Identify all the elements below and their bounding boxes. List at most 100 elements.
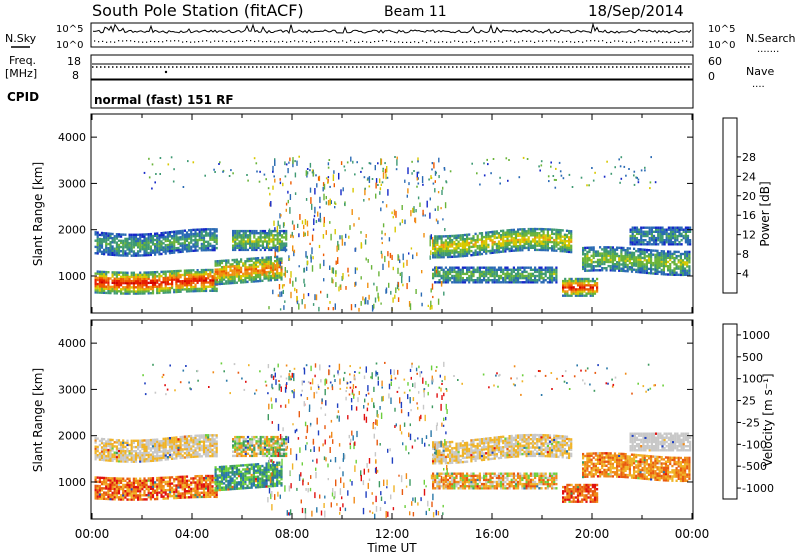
- data-cell: [126, 460, 129, 463]
- data-cell: [181, 250, 184, 253]
- data-cell: [665, 228, 668, 231]
- data-cell: [168, 492, 172, 496]
- data-cell: [673, 269, 676, 272]
- data-cell: [143, 483, 146, 487]
- data-cell: [109, 249, 112, 252]
- data-cell: [620, 259, 623, 262]
- data-cell: [151, 459, 155, 462]
- data-cell: [254, 261, 258, 264]
- data-cell: [276, 270, 279, 273]
- data-cell: [684, 252, 687, 256]
- data-cell: [485, 266, 488, 269]
- data-cell: [546, 266, 549, 269]
- data-cell: [662, 250, 665, 253]
- data-cell: [459, 250, 462, 254]
- data-cell: [269, 258, 272, 261]
- data-cell: [151, 283, 155, 286]
- data-cell: [633, 236, 636, 240]
- data-cell: [173, 494, 176, 498]
- data-cell: [512, 241, 515, 244]
- data-cell: [538, 234, 541, 237]
- data-cell: [483, 248, 486, 251]
- data-cell: [568, 248, 571, 251]
- data-cell: [98, 491, 101, 494]
- data-cell: [130, 237, 133, 241]
- data-cell: [656, 260, 659, 263]
- data-cell: [631, 232, 634, 236]
- data-cell: [141, 485, 144, 489]
- data-cell: [98, 458, 101, 461]
- data-cell: [120, 250, 123, 253]
- data-cell: [607, 252, 610, 255]
- data-cell: [665, 239, 668, 242]
- data-cell: [259, 275, 262, 278]
- data-cell: [487, 243, 490, 247]
- data-cell: [637, 250, 640, 253]
- data-cell: [538, 268, 541, 271]
- data-cell: [198, 485, 201, 488]
- data-cell: [250, 278, 253, 281]
- data-cell: [650, 232, 653, 236]
- data-cell: [179, 232, 182, 235]
- data-cell: [202, 283, 206, 286]
- data-cell: [480, 238, 484, 241]
- data-cell: [254, 273, 258, 277]
- data-cell: [438, 281, 441, 284]
- data-cell: [164, 244, 167, 247]
- data-cell: [531, 274, 535, 278]
- data-cell: [596, 264, 600, 268]
- data-cell: [542, 248, 545, 252]
- data-cell: [145, 494, 148, 497]
- data-cell: [493, 251, 496, 254]
- data-cell: [630, 257, 634, 261]
- data-cell: [107, 285, 110, 288]
- data-cell: [175, 234, 178, 237]
- data-cell: [223, 270, 226, 273]
- data-cell: [257, 261, 260, 264]
- data-cell: [504, 268, 507, 271]
- data-cell: [594, 171, 596, 174]
- data-cell: [128, 241, 131, 245]
- data-cell: [675, 265, 678, 268]
- data-cell: [472, 281, 475, 284]
- data-cell: [179, 482, 182, 485]
- data-cell: [638, 228, 641, 231]
- data-cell: [274, 159, 276, 166]
- data-cell: [120, 239, 123, 242]
- data-cell: [280, 244, 284, 247]
- data-cell: [618, 267, 621, 270]
- data-cell: [115, 285, 118, 289]
- data-cell: [96, 491, 99, 494]
- data-cell: [489, 266, 492, 269]
- data-cell: [654, 253, 657, 257]
- data-cell: [171, 280, 174, 283]
- data-cell: [111, 495, 114, 499]
- data-cell: [207, 474, 210, 478]
- data-cell: [122, 248, 125, 251]
- data-cell: [497, 266, 501, 269]
- data-cell: [557, 241, 560, 244]
- data-cell: [626, 270, 629, 273]
- data-cell: [581, 284, 584, 287]
- data-cell: [663, 228, 666, 231]
- data-cell: [166, 451, 169, 455]
- data-cell: [430, 177, 433, 179]
- data-cell: [442, 247, 445, 251]
- data-cell: [626, 265, 629, 269]
- data-cell: [474, 253, 477, 256]
- data-cell: [609, 252, 612, 255]
- data-cell: [194, 243, 197, 246]
- data-cell: [192, 277, 195, 280]
- data-cell: [179, 494, 182, 497]
- data-cell: [392, 297, 394, 303]
- data-cell: [160, 476, 163, 480]
- data-cell: [181, 233, 184, 237]
- data-cell: [126, 450, 129, 453]
- data-cell: [285, 202, 288, 206]
- data-cell: [235, 258, 238, 261]
- data-cell: [151, 287, 155, 291]
- data-cell: [132, 282, 135, 285]
- data-cell: [202, 230, 206, 233]
- data-cell: [103, 277, 106, 280]
- data-cell: [267, 262, 270, 265]
